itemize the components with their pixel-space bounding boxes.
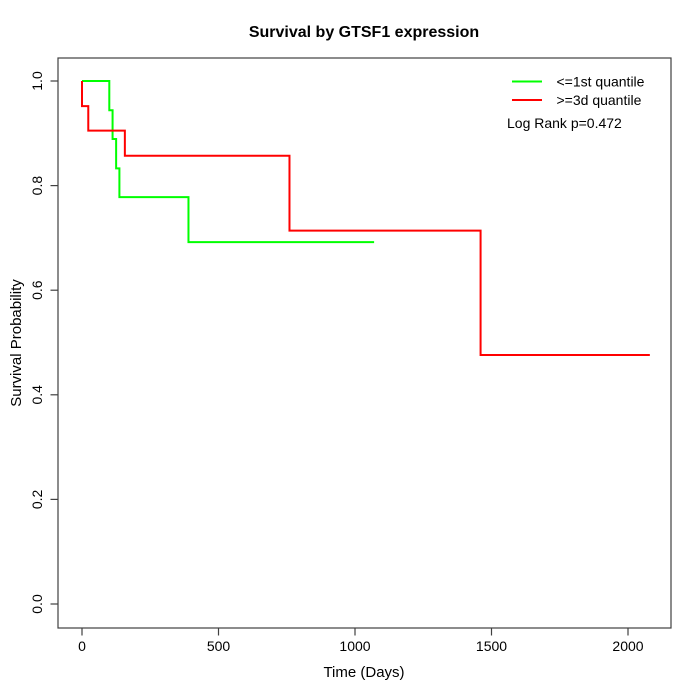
x-tick-label: 500	[207, 638, 231, 654]
y-axis: 0.0 0.2 0.4 0.6 0.8 1.0	[29, 71, 58, 614]
y-axis-label: Survival Probability	[8, 279, 25, 407]
y-tick-label: 0.0	[29, 594, 45, 614]
survival-curves	[81, 80, 650, 357]
chart-title: Survival by GTSF1 expression	[249, 24, 479, 41]
survival-curve-2	[81, 81, 650, 357]
legend: <=1st quantile >=3d quantile	[512, 74, 645, 108]
y-tick-label: 1.0	[29, 71, 45, 91]
x-tick-label: 0	[78, 638, 86, 654]
x-tick-label: 1000	[339, 638, 370, 654]
y-tick-label: 0.4	[29, 385, 45, 405]
y-tick-label: 0.6	[29, 280, 45, 300]
survival-curve-1	[82, 80, 375, 244]
legend-label: >=3d quantile	[557, 92, 642, 108]
x-tick-label: 2000	[612, 638, 643, 654]
y-tick-label: 0.8	[29, 176, 45, 196]
plot-box	[57, 57, 672, 629]
y-tick-label: 0.2	[29, 489, 45, 509]
x-axis: 0 500 1000 1500 2000	[78, 628, 644, 654]
log-rank-annotation: Log Rank p=0.472	[507, 115, 622, 131]
x-axis-label: Time (Days)	[323, 664, 404, 681]
legend-label: <=1st quantile	[557, 74, 645, 90]
x-tick-label: 1500	[476, 638, 507, 654]
